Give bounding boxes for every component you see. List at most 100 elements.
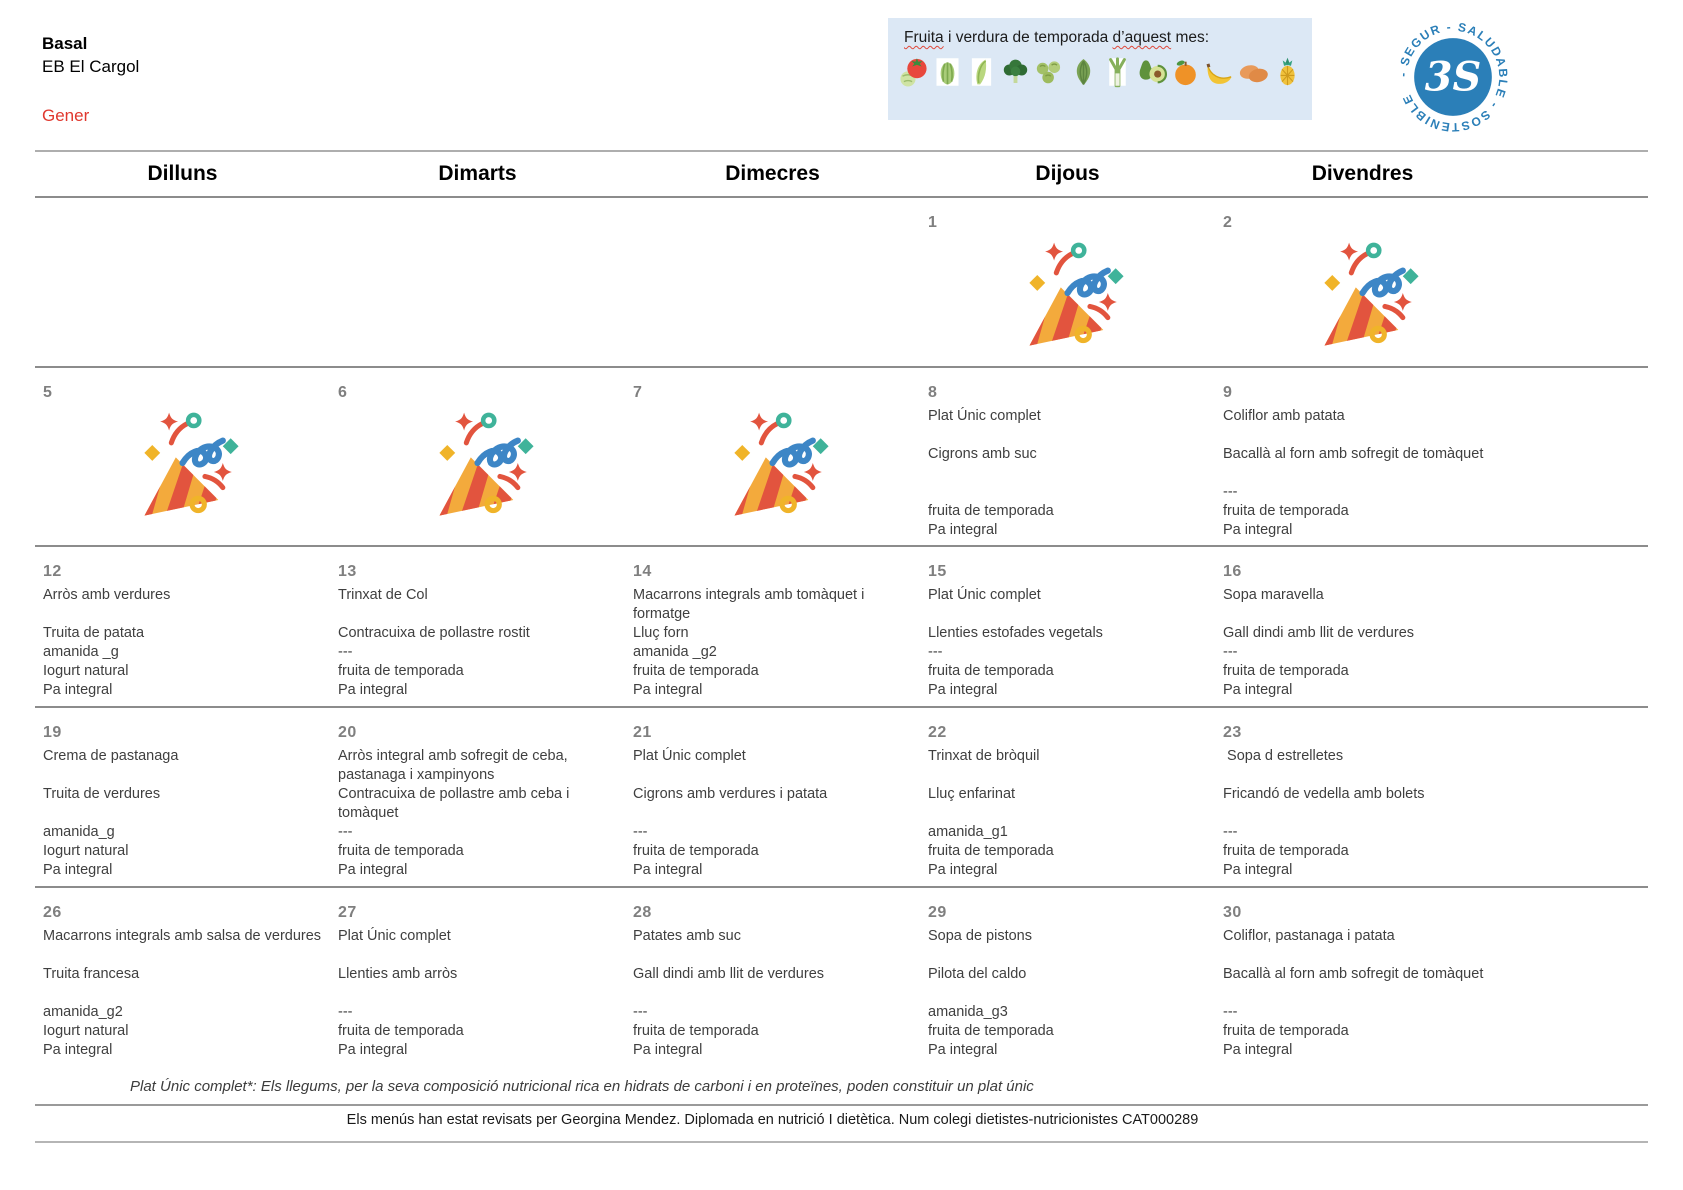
- menu-line: Contracuixa de pollastre rostit: [338, 625, 530, 641]
- day-number: 20: [338, 724, 357, 741]
- menu-line: fruita de temporada: [1223, 1023, 1349, 1039]
- menu-line: [928, 766, 1215, 785]
- day-header-dijous: Dijous: [1035, 162, 1100, 185]
- menu-line: ---: [1223, 1004, 1238, 1020]
- menu-line: Bacallà al forn amb sofregit de tomàquet: [1223, 966, 1484, 982]
- menu-line: Coliflor, pastanaga i patata: [1223, 928, 1395, 944]
- banana-icon: [1203, 54, 1236, 90]
- menu-line: [338, 984, 625, 1003]
- menu-line: [43, 946, 330, 965]
- romaine-icon: [931, 54, 964, 90]
- party-popper-icon: [1223, 237, 1510, 349]
- menu-line: [633, 766, 920, 785]
- menu-line: Patates amb suc: [633, 928, 741, 944]
- menu-line: Pa integral: [1223, 522, 1293, 538]
- calendar-grid: 1 2 5 6 7 8 Plat Únic complet Cigrons amb suc …: [35, 198, 1648, 1065]
- menu-line: Plat Únic complet: [928, 408, 1041, 424]
- menu-line: Plat Únic complet: [633, 748, 746, 764]
- calendar-day-cell: 12 Arròs amb verdures Truita de patata ama…: [35, 547, 330, 706]
- menu-line: amanida _g: [43, 644, 119, 660]
- menu-line: fruita de temporada: [633, 843, 759, 859]
- calendar-day-cell: 26 Macarrons integrals amb salsa de verdu…: [35, 888, 330, 1065]
- party-popper-icon: [43, 407, 330, 519]
- menu-line: [633, 984, 920, 1003]
- menu-line: fruita de temporada: [633, 1023, 759, 1039]
- menu-line: ---: [1223, 484, 1238, 500]
- menu-line: [928, 426, 1215, 445]
- calendar-day-cell: [625, 198, 920, 366]
- menu-line: Crema de pastanaga: [43, 748, 179, 764]
- sweet-potato-icon: [1237, 54, 1270, 90]
- menu-line: Pa integral: [43, 862, 113, 878]
- menu-line: Pa integral: [633, 1042, 703, 1058]
- day-number: 14: [633, 563, 652, 580]
- menu-line: fruita de temporada: [928, 1023, 1054, 1039]
- calendar-day-cell: 2: [1215, 198, 1510, 366]
- day-number: 23: [1223, 724, 1242, 741]
- calendar-day-cell: 14 Macarrons integrals amb tomàquet i for…: [625, 547, 920, 706]
- calendar-day-cell: 29 Sopa de pistons Pilota del caldo amani…: [920, 888, 1215, 1065]
- artichoke-icon: [1067, 54, 1100, 90]
- menu-line: Pa integral: [43, 1042, 113, 1058]
- menu-line: [1223, 804, 1510, 823]
- menu-line: Pa integral: [928, 1042, 998, 1058]
- menu-line: fruita de temporada: [338, 1023, 464, 1039]
- menu-line: Lluç enfarinat: [928, 786, 1016, 802]
- menu-line: Truita de patata: [43, 625, 145, 641]
- day-number: 27: [338, 904, 357, 921]
- week-row: 19 Crema de pastanaga Truita de verdures …: [35, 708, 1648, 888]
- menu-line: [43, 984, 330, 1003]
- calendar-day-cell: 1: [920, 198, 1215, 366]
- menu-line: [928, 464, 1215, 483]
- menu-line: Truita francesa: [43, 966, 140, 982]
- nutritionist-footer: Els menús han estat revisats per Georgin…: [346, 1112, 1199, 1128]
- menu-line: amanida _g2: [633, 644, 717, 660]
- calendar-day-cell: 9 Coliflor amb patata Bacallà al forn amb…: [1215, 368, 1510, 545]
- day-number: 2: [1223, 214, 1233, 231]
- day-number: 8: [928, 384, 938, 401]
- season-banner-title: Fruita i verdura de temporada d’aquest m…: [888, 18, 1312, 47]
- menu-line: Iogurt natural: [43, 1023, 129, 1039]
- logo-3s-stamp: - SEGUR - SALUDABLE - SOSTENIBLE 3S: [1390, 14, 1516, 145]
- chard-icon: [965, 54, 998, 90]
- menu-line: [1223, 984, 1510, 1003]
- avocado-icon: [1135, 54, 1168, 90]
- menu-line: Pa integral: [928, 862, 998, 878]
- day-number: 30: [1223, 904, 1242, 921]
- calendar-day-cell: 27 Plat Únic complet Llenties amb arròs -…: [330, 888, 625, 1065]
- calendar-day-cell: 8 Plat Únic complet Cigrons amb suc fruit…: [920, 368, 1215, 545]
- menu-line: Sopa maravella: [1223, 587, 1324, 603]
- menu-line: Arròs amb verdures: [43, 587, 171, 603]
- menu-line: fruita de temporada: [928, 503, 1054, 519]
- menu-line: Sopa de pistons: [928, 928, 1032, 944]
- menu-line: Gall dindi amb llit de verdures: [633, 966, 825, 982]
- menu-line: [928, 946, 1215, 965]
- menu-line: [43, 766, 330, 785]
- program-title: Basal: [42, 34, 88, 53]
- menu-line: Plat Únic complet: [928, 587, 1041, 603]
- menu-line: Pa integral: [633, 682, 703, 698]
- day-number: 5: [43, 384, 53, 401]
- menu-line: Contracuixa de pollastre amb ceba i tomà…: [338, 786, 574, 821]
- calendar-day-cell: [35, 198, 330, 366]
- day-number: 13: [338, 563, 357, 580]
- menu-line: Cigrons amb suc: [928, 446, 1037, 462]
- calendar-day-cell: 28 Patates amb suc Gall dindi amb llit de…: [625, 888, 920, 1065]
- footer-divider-top: [35, 1104, 1648, 1106]
- school-name: EB El Cargol: [42, 57, 140, 76]
- day-number: 7: [633, 384, 643, 401]
- menu-line: ---: [1223, 644, 1238, 660]
- day-number: 29: [928, 904, 947, 921]
- logo-3s-icon: - SEGUR - SALUDABLE - SOSTENIBLE 3S: [1396, 20, 1509, 135]
- menu-line: amanida_g2: [43, 1004, 123, 1020]
- day-number: 19: [43, 724, 62, 741]
- menu-line: fruita de temporada: [338, 843, 464, 859]
- menu-line: amanida_g: [43, 824, 115, 840]
- brussels-sprouts-icon: [1033, 54, 1066, 90]
- menu-line: Macarrons integrals amb tomàquet i forma…: [633, 587, 869, 622]
- day-number: 26: [43, 904, 62, 921]
- day-header-row: Dilluns Dimarts Dimecres Dijous Divendres: [35, 150, 1648, 198]
- day-number: 15: [928, 563, 947, 580]
- menu-line: [1223, 426, 1510, 445]
- menu-line: [633, 804, 920, 823]
